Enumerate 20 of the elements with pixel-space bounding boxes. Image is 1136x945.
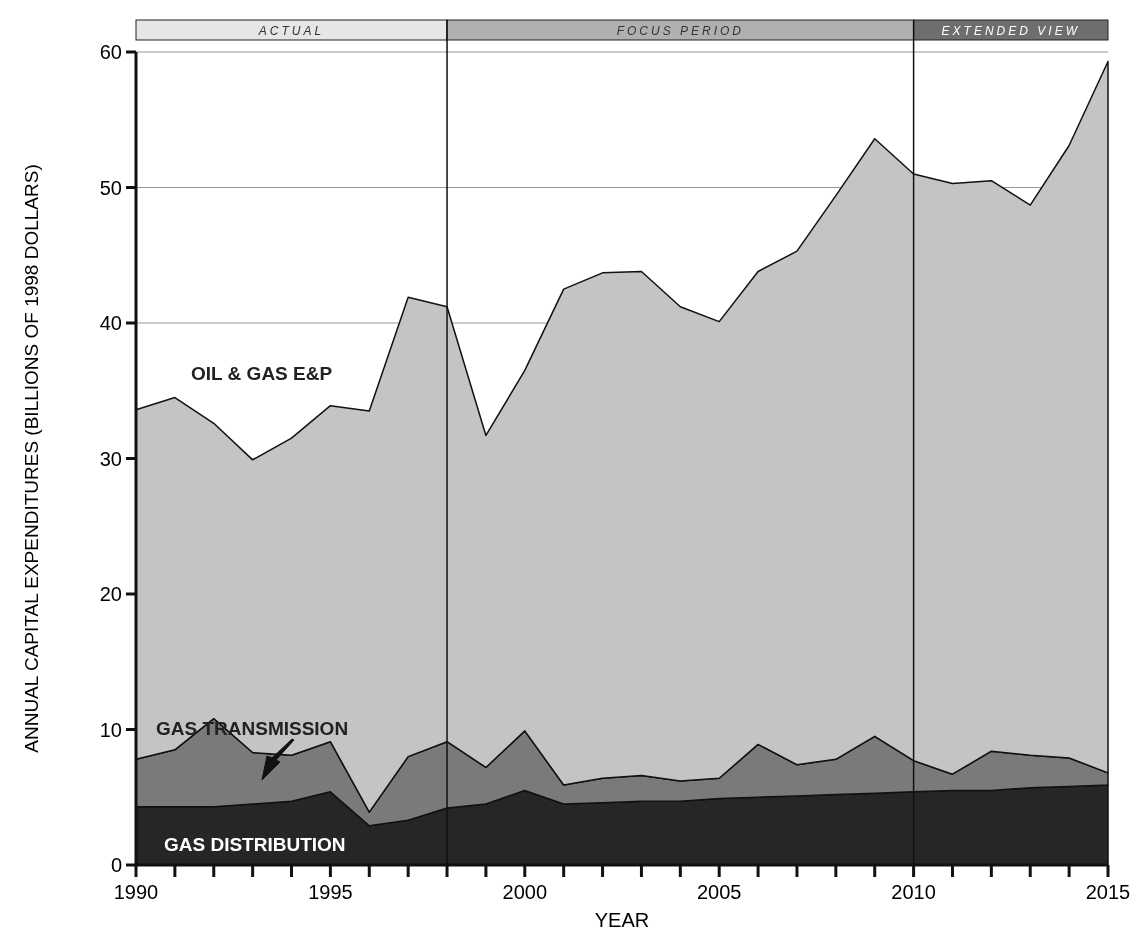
text: FOCUS PERIOD: [616, 24, 744, 38]
x-tick-label: 2015: [1085, 881, 1131, 903]
x-tick-label: 2005: [696, 881, 742, 903]
x-tick-label: 2010: [891, 881, 936, 903]
y-tick-label: 50: [99, 176, 122, 199]
x-axis-title: YEAR: [594, 909, 650, 931]
y-tick-label: 30: [99, 447, 122, 470]
y-tick-label: 60: [99, 41, 122, 63]
y-axis-title: ANNUAL CAPITAL EXPENDITURES (BILLIONS OF 1998 DOLLARS): [21, 164, 42, 753]
text: ACTUAL: [257, 24, 325, 38]
x-tick-label: 1990: [113, 881, 159, 903]
series-label: GAS DISTRIBUTION: [164, 834, 346, 855]
y-tick-label: 40: [99, 312, 122, 334]
y-tick-label: 0: [110, 854, 122, 876]
series-label: OIL & GAS E&P: [191, 363, 333, 384]
y-tick-label: 20: [99, 583, 122, 605]
x-tick-label: 1995: [308, 881, 353, 903]
y-tick-label: 10: [99, 718, 122, 741]
text: EXTENDED VIEW: [941, 24, 1080, 38]
x-tick-label: 2000: [502, 881, 548, 903]
